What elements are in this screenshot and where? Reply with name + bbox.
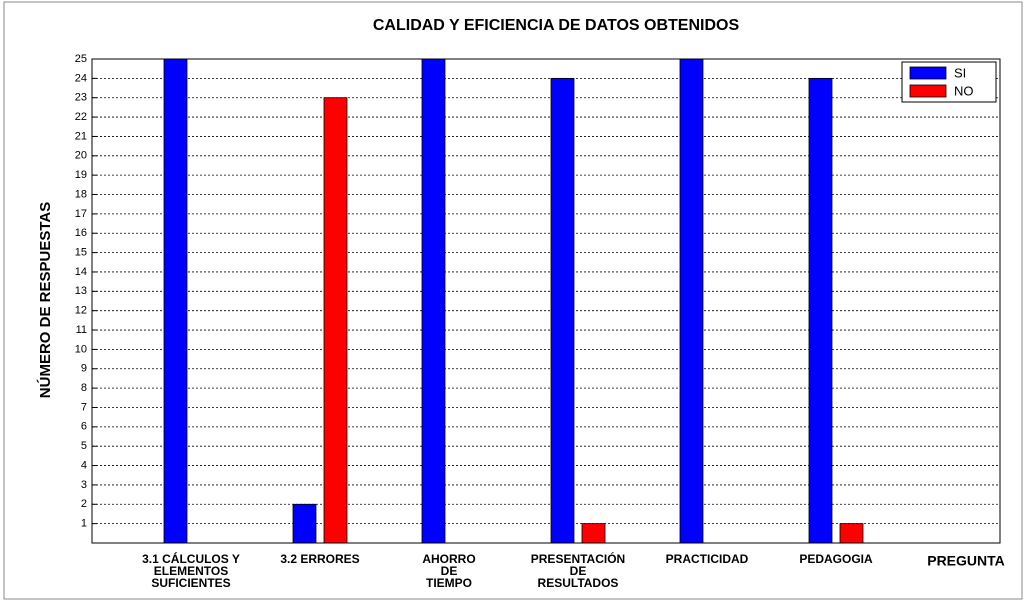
y-tick-label: 21 [75, 130, 87, 142]
y-tick-label: 14 [75, 266, 87, 278]
x-tick-label: 3.1 CÁLCULOS Y ELEMENTOS SUFICIENTES [142, 552, 240, 590]
plot-border [91, 58, 1001, 544]
bar [163, 58, 188, 544]
x-tick-label: 3.2 ERRORES [280, 552, 360, 566]
y-tick-label: 3 [81, 479, 87, 491]
y-tick-label: 19 [75, 169, 87, 181]
x-axis-label: PREGUNTA [927, 553, 1005, 569]
y-tick-label: 25 [75, 53, 87, 65]
y-tick-label: 22 [75, 111, 87, 123]
y-tick-label: 23 [75, 92, 87, 104]
y-tick-label: 4 [81, 459, 87, 471]
legend-swatch [909, 84, 947, 98]
y-tick-label: 12 [75, 305, 87, 317]
y-tick-label: 16 [75, 227, 87, 239]
y-tick-label: 18 [75, 188, 87, 200]
bar [679, 58, 704, 544]
y-tick-label: 24 [75, 72, 87, 84]
y-tick-label: 13 [75, 285, 87, 297]
legend-label: NO [954, 83, 974, 98]
bar [839, 523, 864, 544]
y-tick-label: 1 [81, 518, 87, 530]
y-tick-label: 5 [81, 440, 87, 452]
y-tick-label: 10 [75, 343, 87, 355]
y-tick-label: 7 [81, 401, 87, 413]
y-tick-label: 11 [76, 324, 87, 336]
y-tick-label: 15 [75, 247, 87, 259]
y-tick-label: 6 [81, 421, 87, 433]
x-tick-label: PEDAGOGIA [799, 552, 873, 566]
legend-label: SI [954, 65, 966, 80]
bar [808, 77, 833, 544]
bar [581, 523, 606, 544]
x-tick-label: PRESENTACIÓN DE RESULTADOS [530, 552, 626, 590]
y-axis-label: NÚMERO DE RESPUESTAS [36, 202, 54, 398]
x-tick-label: PRACTICIDAD [665, 552, 749, 566]
y-tick-label: 17 [75, 208, 87, 220]
x-tick-label: AHORRO DE TIEMPO [422, 552, 476, 590]
y-tick-label: 20 [75, 150, 87, 162]
chart-title: CALIDAD Y EFICIENCIA DE DATOS OBTENIDOS [373, 17, 740, 34]
plot-area [92, 59, 1000, 543]
y-tick-label: 2 [81, 498, 87, 510]
bar [292, 503, 317, 544]
y-tick-label: 9 [81, 363, 87, 375]
legend-swatch [909, 66, 947, 80]
bar [421, 58, 446, 544]
bar [550, 77, 575, 544]
bar [323, 97, 348, 544]
y-tick-label: 8 [81, 382, 87, 394]
